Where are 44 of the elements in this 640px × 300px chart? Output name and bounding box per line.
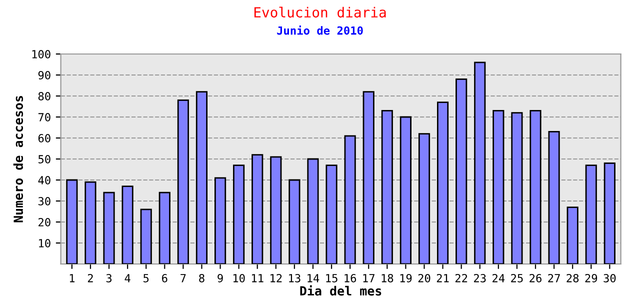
y-tick-label: 40: [38, 176, 50, 184]
y-tick-label: 30: [38, 197, 50, 206]
x-tick-label: 25: [511, 274, 523, 282]
x-tick-label: 24: [492, 274, 505, 282]
x-tick-label: 9: [218, 274, 223, 282]
x-tick-label: 19: [400, 274, 412, 282]
x-tick-label: 15: [326, 274, 338, 282]
y-tick-label: 90: [38, 71, 50, 80]
x-tick-label: 28: [566, 274, 579, 282]
x-tick-label: 18: [382, 274, 394, 282]
x-tick-label: 11: [252, 274, 264, 282]
x-tick-label: 21: [436, 274, 449, 282]
x-tick-label: 26: [530, 274, 542, 282]
y-tick-label: 70: [38, 113, 50, 122]
x-tick-label: 5: [144, 274, 149, 282]
x-tick-label: 17: [363, 274, 374, 282]
x-tick-label: 7: [180, 274, 186, 282]
y-axis-title: Numero de accesos: [13, 96, 24, 222]
y-tick-label: 100: [32, 50, 50, 58]
x-tick-label: 22: [455, 274, 468, 282]
x-tick-label: 29: [585, 274, 598, 282]
x-axis-title: Dia del mes: [300, 285, 382, 296]
y-tick-label: 20: [38, 218, 50, 226]
x-tick-label: 6: [162, 274, 168, 282]
x-tick-label: 3: [106, 274, 112, 282]
x-tick-label: 1: [70, 274, 75, 282]
x-tick-label: 20: [418, 274, 430, 282]
x-tick-label: 13: [289, 274, 300, 282]
y-tick-label: 60: [38, 134, 50, 142]
chart-title: Evolucion diaria: [254, 6, 386, 18]
y-tick-label: 80: [38, 92, 50, 100]
x-tick-label: 8: [199, 274, 204, 282]
x-tick-label: 23: [474, 274, 486, 282]
x-tick-label: 12: [270, 274, 282, 282]
x-tick-label: 16: [344, 274, 356, 282]
x-tick-label: 2: [88, 274, 93, 282]
x-tick-label: 30: [604, 274, 616, 282]
x-tick-label: 14: [308, 274, 320, 282]
chart-subtitle: Junio de 2010: [277, 26, 363, 35]
y-tick-label: 10: [39, 239, 50, 248]
y-tick-label: 50: [38, 155, 50, 164]
x-tick-label: 10: [233, 274, 245, 282]
x-tick-label: 4: [124, 274, 130, 282]
x-tick-label: 27: [548, 274, 560, 282]
